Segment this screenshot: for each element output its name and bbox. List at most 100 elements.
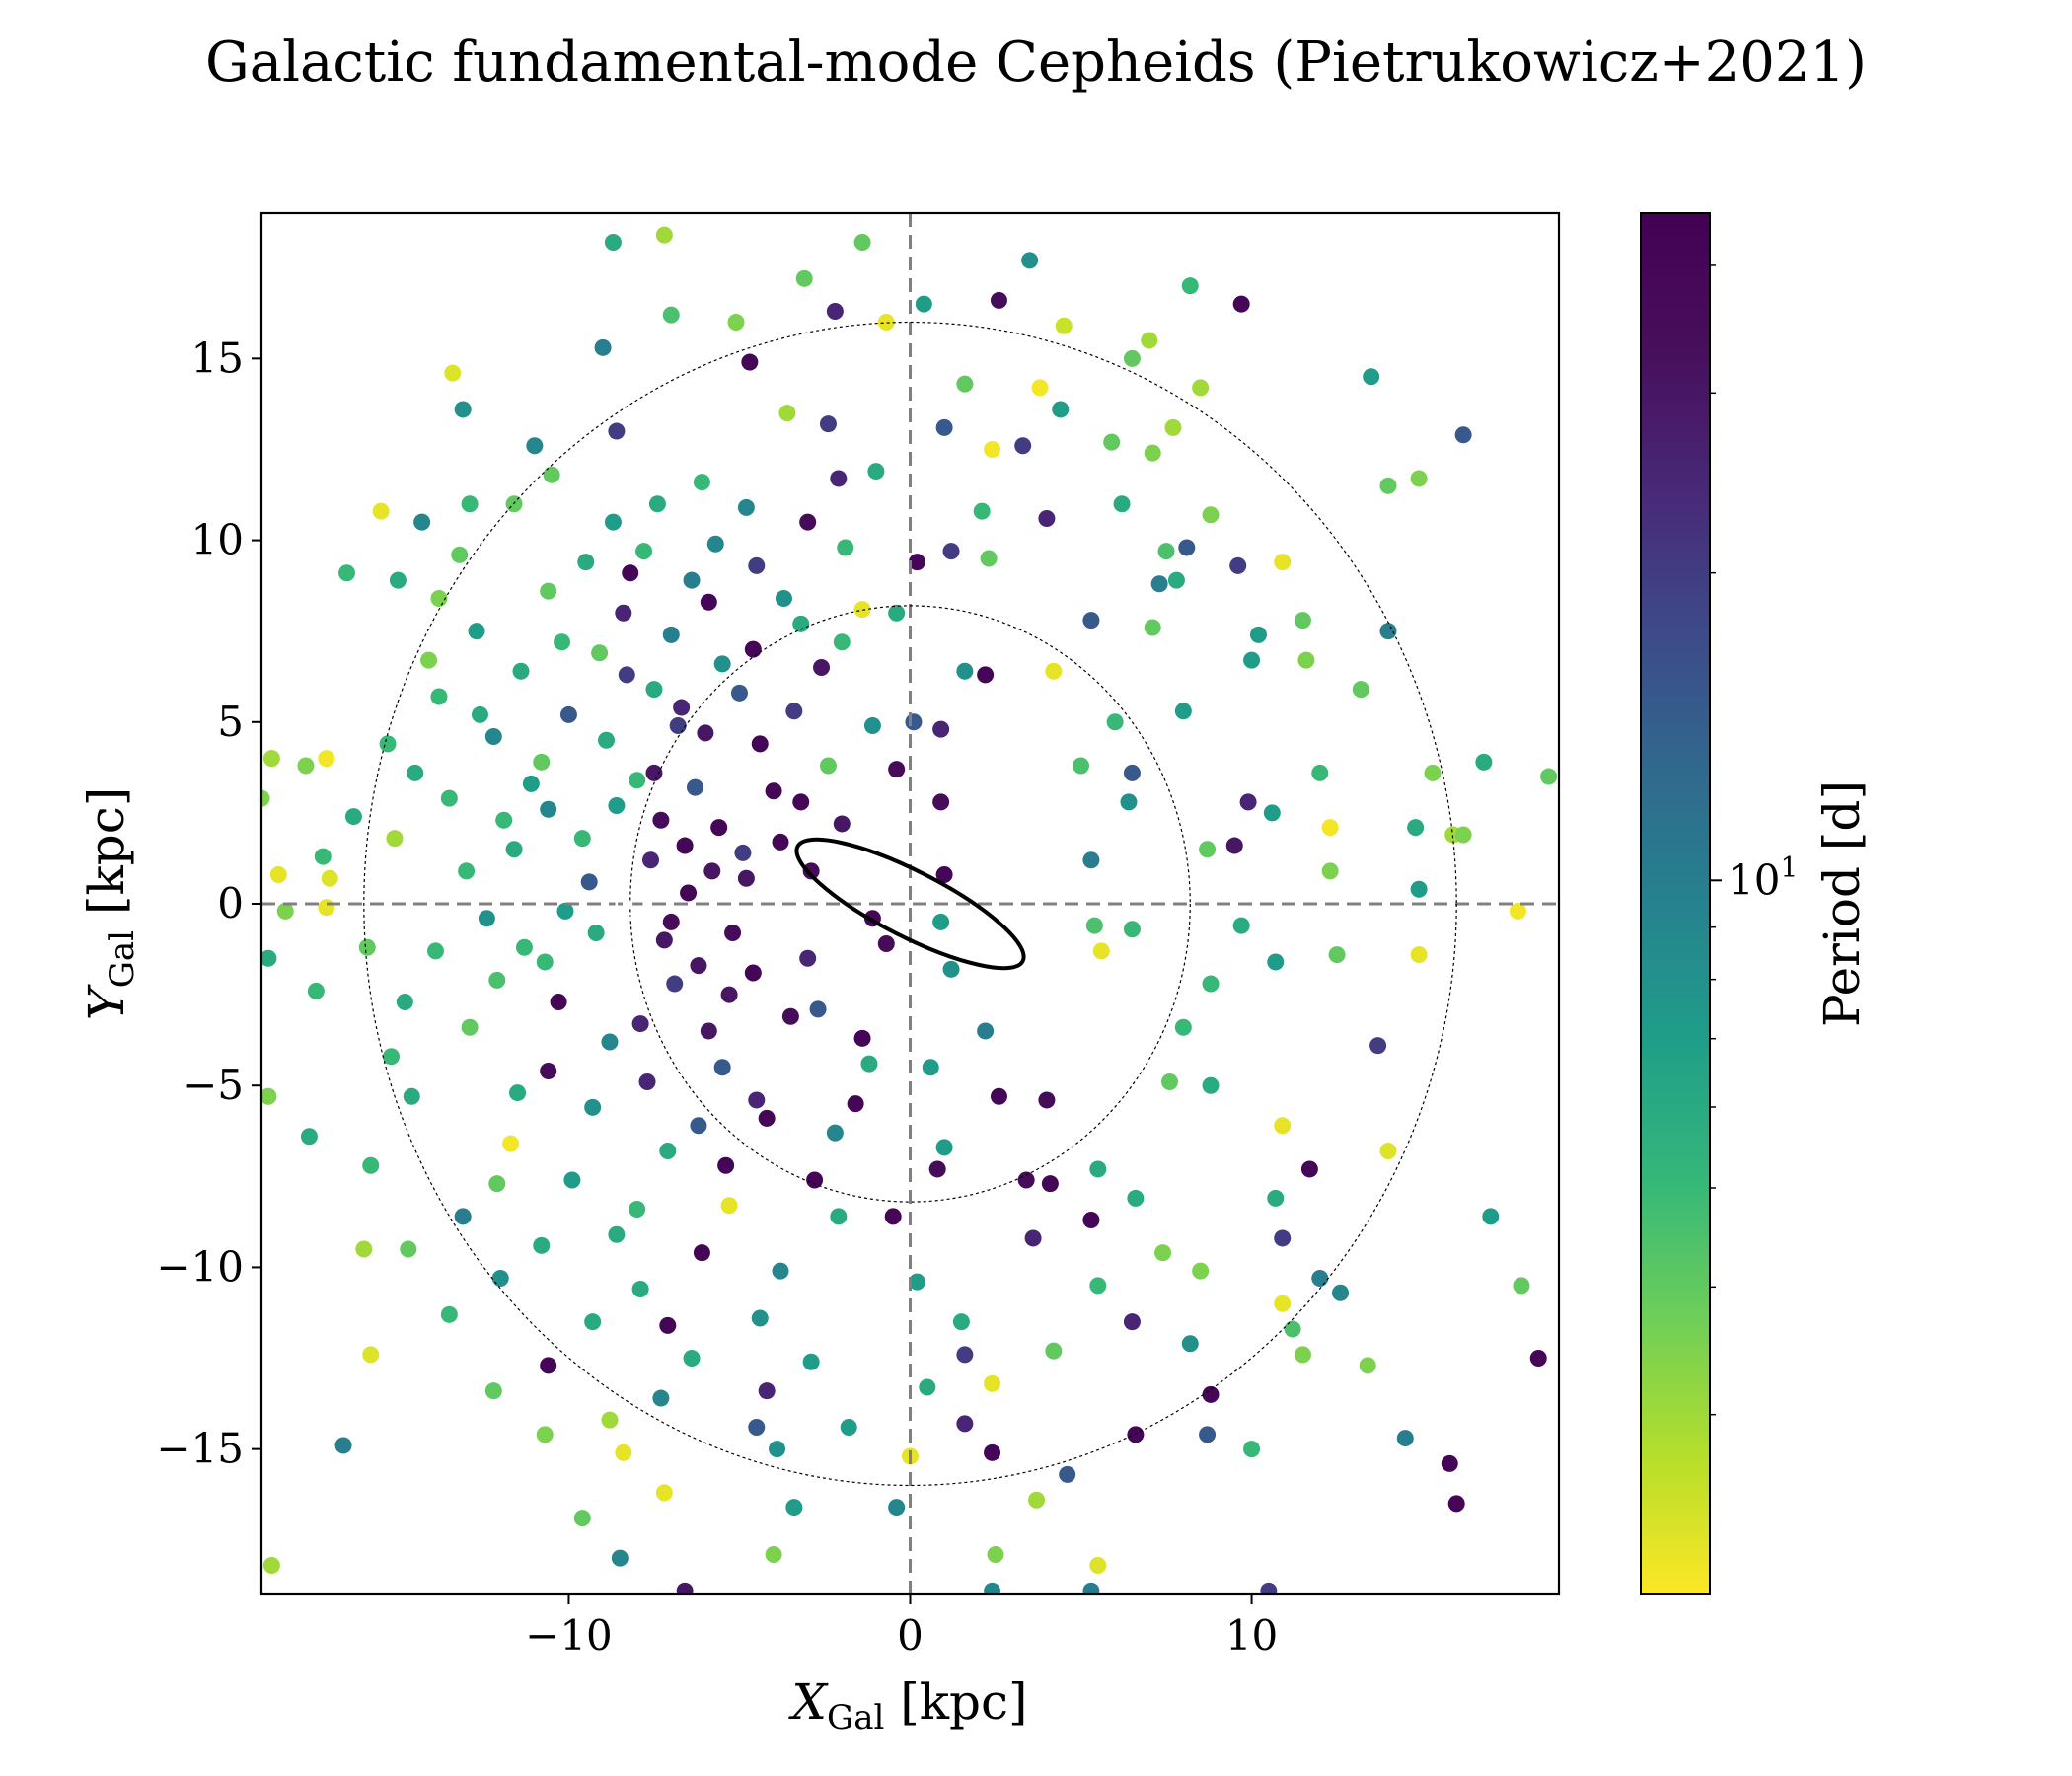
cepheid-point (683, 571, 701, 589)
cepheid-point (1082, 1582, 1100, 1594)
cepheid-point (655, 226, 673, 244)
cepheid-point (1410, 470, 1428, 487)
cepheid-point (703, 862, 721, 880)
cepheid-point (659, 1316, 677, 1334)
cepheid-point (984, 1582, 1001, 1594)
cepheid-point (819, 415, 837, 433)
cepheid-point (1045, 1342, 1063, 1360)
cepheid-point (669, 716, 687, 734)
cepheid-point (611, 1549, 629, 1567)
cepheid-point (1174, 1018, 1192, 1036)
cepheid-point (693, 1244, 710, 1262)
cepheid-point (737, 498, 755, 516)
cepheid-point (1396, 1430, 1414, 1447)
cepheid-point (799, 513, 817, 531)
cepheid-point (540, 800, 557, 818)
cepheid-point (737, 869, 755, 887)
cepheid-point (853, 601, 871, 619)
cepheid-point (615, 1443, 632, 1461)
cepheid-point (261, 789, 270, 807)
cepheid-point (908, 554, 925, 571)
cepheid-point (1509, 902, 1526, 920)
cepheid-point (1014, 437, 1032, 455)
cepheid-point (543, 466, 560, 483)
cepheid-point (1407, 819, 1425, 837)
cepheid-point (638, 1073, 656, 1091)
cepheid-point (1103, 433, 1121, 451)
cepheid-point (1123, 1313, 1141, 1331)
cepheid-point (1167, 571, 1185, 589)
cepheid-point (1113, 495, 1131, 513)
cepheid-point (802, 1353, 820, 1370)
colorbar (1640, 212, 1711, 1595)
cepheid-point (977, 666, 995, 684)
cepheid-point (645, 681, 663, 699)
cepheid-point (765, 782, 782, 800)
cepheid-point (1229, 556, 1247, 574)
cepheid-point (502, 1135, 520, 1152)
cepheid-point (676, 837, 694, 854)
cepheid-point (386, 830, 404, 848)
cepheid-point (1059, 1465, 1076, 1483)
cepheid-point (1174, 703, 1192, 720)
cepheid-point (318, 899, 335, 917)
cepheid-point (758, 1382, 776, 1400)
y-tick-label: 0 (217, 879, 244, 927)
cepheid-point (673, 699, 691, 716)
cepheid-point (484, 1382, 502, 1400)
cepheid-point (1359, 1357, 1376, 1374)
cepheid-point (269, 866, 287, 884)
cepheid-point (932, 793, 950, 811)
cepheid-point (984, 1374, 1001, 1392)
cepheid-point (1144, 444, 1161, 462)
cepheid-point (1225, 837, 1243, 854)
cepheid-point (867, 463, 885, 481)
cepheid-point (1482, 1208, 1500, 1225)
cepheid-point (430, 590, 448, 608)
colorbar-label: Period [d] (1813, 780, 1871, 1027)
cepheid-point (1274, 1295, 1292, 1312)
x-tick-label: −10 (525, 1611, 613, 1660)
cepheid-point (645, 764, 663, 781)
cepheid-point (935, 418, 953, 436)
sun-marker-dot (628, 901, 633, 907)
cepheid-point (863, 716, 881, 734)
cepheid-point (407, 764, 424, 781)
cepheid-point (813, 659, 831, 677)
cepheid-point (573, 1510, 591, 1527)
y-tick-label: −15 (156, 1425, 244, 1473)
cepheid-point (1328, 946, 1346, 964)
cepheid-point (379, 735, 397, 753)
cepheid-point (781, 1007, 799, 1025)
cepheid-point (720, 1197, 738, 1215)
cepheid-point (471, 705, 488, 723)
cepheid-point (307, 982, 325, 999)
cepheid-point (1028, 1491, 1046, 1509)
cepheid-point (1321, 862, 1339, 880)
cepheid-point (1284, 1320, 1301, 1338)
cepheid-point (1089, 1557, 1107, 1575)
cepheid-point (1311, 1269, 1329, 1287)
cepheid-point (915, 295, 932, 313)
y-tick-label: 15 (191, 333, 244, 382)
cepheid-point (461, 495, 479, 513)
cepheid-point (591, 644, 609, 662)
cepheid-point (1157, 543, 1175, 560)
cepheid-point (840, 1419, 857, 1437)
cepheid-point (461, 1018, 479, 1036)
cepheid-point (355, 1240, 373, 1258)
cepheid-point (984, 1443, 1001, 1461)
cepheid-point (690, 1117, 707, 1135)
cepheid-point (1092, 942, 1110, 960)
cepheid-point (383, 1048, 400, 1066)
cepheid-point (1379, 1143, 1397, 1160)
cepheid-point (655, 931, 673, 949)
cepheid-point (905, 713, 923, 731)
cepheid-point (877, 935, 895, 953)
cepheid-point (396, 993, 413, 1010)
cepheid-point (1150, 575, 1168, 593)
cepheid-point (1294, 612, 1311, 629)
cepheid-point (509, 1084, 527, 1102)
x-tick-label: 10 (1225, 1611, 1278, 1660)
cepheid-point (604, 233, 622, 251)
